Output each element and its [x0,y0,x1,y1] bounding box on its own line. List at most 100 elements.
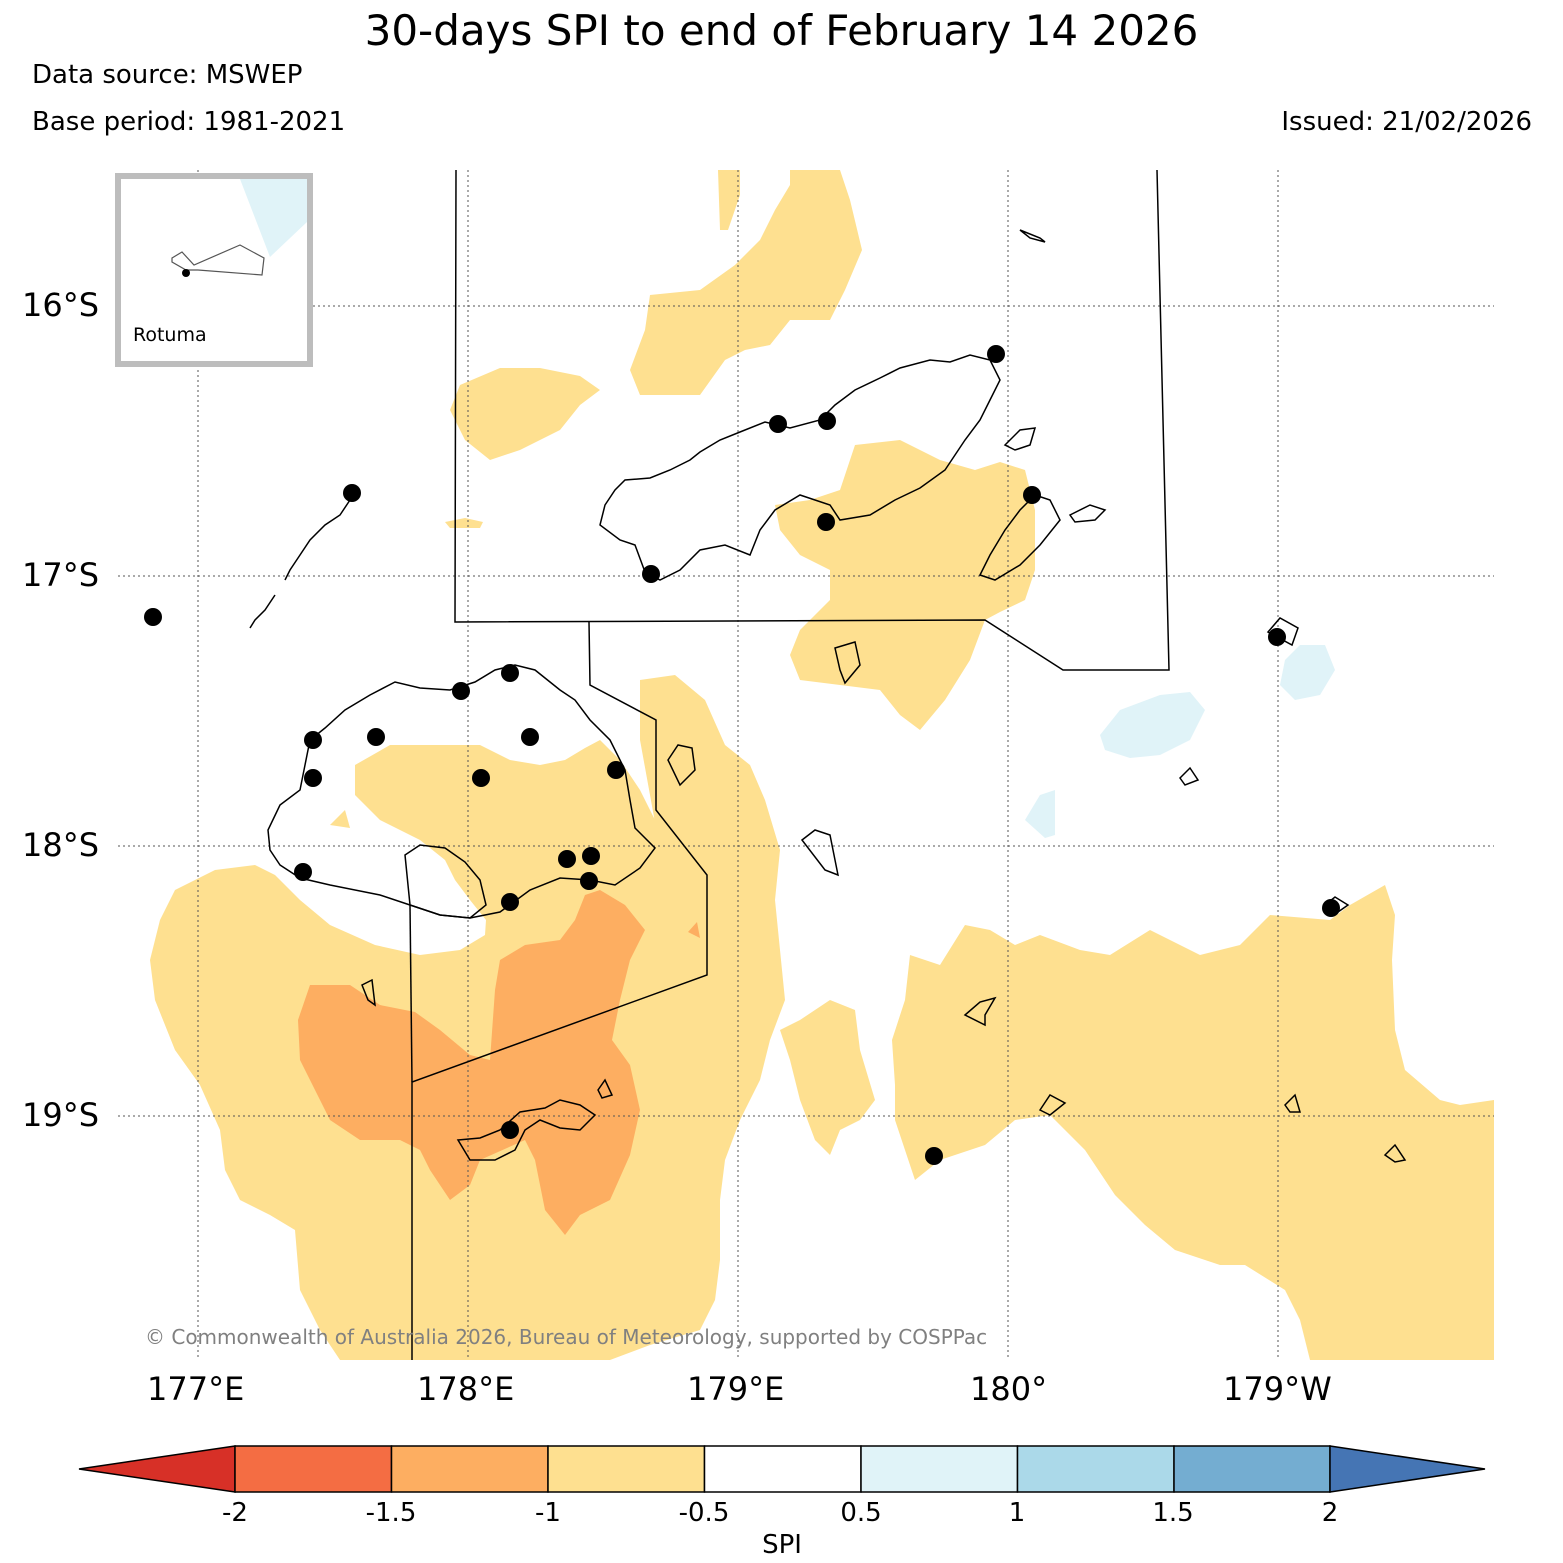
coast-island-e [1038,1094,1067,1116]
station-dot-icon [501,893,519,911]
colorbar-segment [860,1445,1019,1493]
coast-island-c [834,641,861,685]
colorbar-tick-label: 2 [1321,1498,1339,1528]
colorbar-tick-label: 0.5 [840,1498,882,1528]
boundary-west-line [409,904,413,1083]
colorbar-segment [390,1445,549,1493]
spi-region-mild-dry-south [150,675,785,1360]
copyright-text: © Commonwealth of Australia 2026, Bureau… [145,1325,988,1349]
spi-region-moderate-dry [298,890,645,1235]
colorbar-segment [703,1445,862,1493]
station-dot-icon [925,1147,943,1165]
colorbar-extend-high [1329,1445,1486,1493]
station-dot-icon [452,682,470,700]
coast-island-k [1068,504,1107,523]
coast-vanua-levu [599,354,1001,581]
coast-taveuni [978,494,1061,581]
coast-viti-inner [404,844,487,919]
station-dot-icon [367,728,385,746]
spi-region-mild-wet-3 [1280,645,1335,700]
lat-label: 19°S [22,1096,100,1134]
base-period-text: Base period: 1981-2021 [32,107,346,137]
data-source-text: Data source: MSWEP [32,60,303,90]
colorbar-tick-label: -0.5 [678,1498,730,1528]
spi-region-mild-dry-ne [630,170,862,395]
issued-date-text: Issued: 21/02/2026 [1281,107,1532,137]
station-dot-icon [818,412,836,430]
lon-label: 177°E [147,1370,245,1408]
station-dot-icon [769,415,787,433]
spi-region-mild-dry-west-blob [450,368,600,460]
station-dot-icon [521,728,539,746]
station-dot-icon [144,608,162,626]
stations [144,345,1340,1165]
colorbar-segment [547,1445,706,1493]
coast-yasawa-2 [249,594,276,629]
coast-island-a [667,744,696,787]
boundary-central-east [411,621,708,1360]
station-dot-icon [294,863,312,881]
station-dot-icon [580,872,598,890]
coast-yasawa [284,499,351,581]
station-dot-icon [582,847,600,865]
inset-map [115,173,313,367]
lon-label: 178°E [417,1370,515,1408]
lon-label: 179°W [1223,1370,1332,1408]
station-dot-icon [472,769,490,787]
station-dot-icon [1023,486,1041,504]
station-dot-icon [501,664,519,682]
division-boundaries [409,169,1170,1360]
spi-region-mild-dry-vanua [775,440,1035,730]
lat-label: 18°S [22,826,100,864]
spi-region-mild-dry-small2 [330,810,350,828]
coast-island-h [1383,1143,1407,1163]
colorbar-tick-label: -1 [535,1498,561,1528]
colorbar-extend-low [78,1445,236,1493]
station-dot-icon [987,345,1005,363]
spi-region-mild-wet-2 [1025,790,1055,838]
colorbar-segment [1016,1445,1175,1493]
station-dot-icon [304,731,322,749]
colorbar-tick-label: 1 [1008,1498,1026,1528]
inset-wet-region [240,179,307,257]
station-dot-icon [1268,628,1286,646]
lat-label: 17°S [22,556,100,594]
spi-region-mild-dry-north [718,170,740,230]
station-dot-icon [343,484,361,502]
colorbar-segment [1173,1445,1331,1493]
station-dot-icon [501,1121,519,1139]
station-dot-icon [304,769,322,787]
colorbar [78,1445,1486,1493]
lon-label: 180° [970,1370,1048,1408]
colorbar-label: SPI [762,1530,802,1560]
coast-island-i [1019,229,1046,243]
boundary-northern [454,169,1170,671]
spi-region-mild-dry-small [445,518,483,528]
page-title: 30-days SPI to end of February 14 2026 [364,6,1199,55]
lat-label: 16°S [22,286,100,324]
spi-fields [150,170,1494,1360]
coast-island-b [800,829,840,877]
spi-region-mild-wet-1 [1100,692,1205,758]
graticule [118,170,1494,1360]
coast-island-d [963,996,997,1027]
station-dot-icon [607,761,625,779]
colorbar-tick-label: 1.5 [1152,1498,1194,1528]
station-dot-icon [817,513,835,531]
spi-region-mild-dry-lau [780,1000,875,1155]
colorbar-tick-label: -1.5 [365,1498,417,1528]
inset-frame [115,173,313,367]
spi-region-mild-dry-east [892,885,1494,1360]
station-dot-icon [182,269,190,277]
station-dot-icon [558,850,576,868]
inset-label: Rotuma [133,324,207,346]
colorbar-tick-label: -2 [222,1498,248,1528]
station-dot-icon [1322,899,1340,917]
spi-region-moderate-dry-small [688,922,700,938]
coast-island-f [1179,766,1200,786]
coast-island-j [1003,427,1037,451]
coast-island-l [361,978,376,1007]
station-dot-icon [642,565,660,583]
coast-island-g [1284,1093,1302,1113]
inset-coast-rotuma [171,244,265,276]
